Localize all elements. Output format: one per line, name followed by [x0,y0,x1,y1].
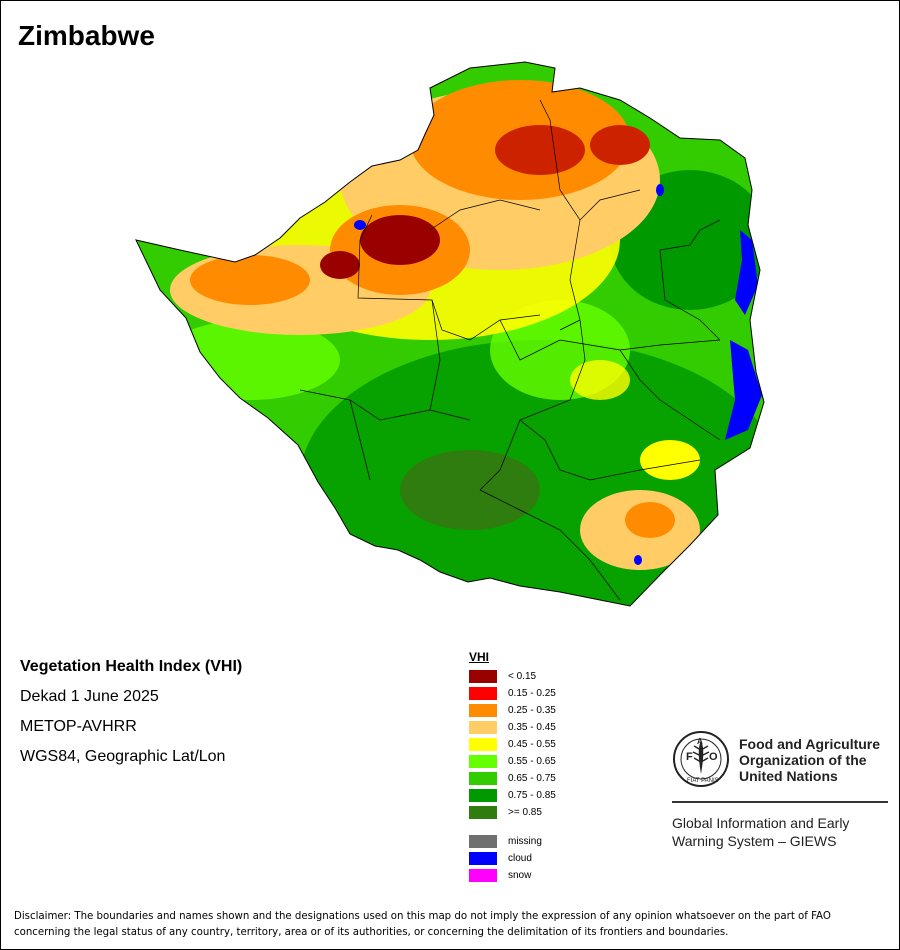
fao-logo-letter-a: A [697,737,703,746]
legend-label: missing [508,836,542,847]
product-name: Vegetation Health Index (VHI) [20,658,243,675]
legend-swatch [469,806,497,819]
disclaimer: Disclaimer: The boundaries and names sho… [14,911,831,938]
projection-label: WGS84, Geographic Lat/Lon [20,748,226,765]
legend-swatch [469,772,497,785]
fao-logo-motto: FIAT PANIS [687,778,719,784]
fao-name: Food and Agriculture Organization of the… [739,736,889,784]
fao-logo-icon: F A O FIAT PANIS [673,731,729,787]
legend-label: snow [508,870,532,881]
legend-swatch [469,704,497,717]
legend-swatch [469,687,497,700]
legend-title: VHI [469,650,490,664]
legend-swatch [469,869,497,882]
legend-swatch [469,852,497,865]
vhi-legend: VHI < 0.15 0.15 - 0.25 0.25 - 0.35 0.35 - 0… [469,650,556,882]
fao-block: F A O FIAT PANIS Food and Agriculture Or… [672,730,888,850]
legend-label: 0.35 - 0.45 [508,722,556,733]
legend-label: 0.55 - 0.65 [508,756,556,767]
giews-line1: Global Information and Early [672,815,850,831]
map-info: Vegetation Health Index (VHI) Dekad 1 Ju… [20,656,242,776]
legend-label: 0.15 - 0.25 [508,688,556,699]
divider [672,801,888,803]
vhi-map [135,61,765,607]
legend-swatch [469,738,497,751]
fao-name-line2: Organization of the [739,752,867,768]
fao-logo-letter-f: F [686,751,693,763]
country-outline [135,61,765,607]
legend-label: 0.65 - 0.75 [508,773,556,784]
legend-swatch [469,721,497,734]
sensor-label: METOP-AVHRR [20,718,137,735]
legend-swatch [469,789,497,802]
legend-label: 0.75 - 0.85 [508,790,556,801]
legend-label: 0.45 - 0.55 [508,739,556,750]
fao-logo-letter-o: O [709,751,718,763]
vhi-raster [136,62,764,606]
giews-line2: Warning System – GIEWS [672,833,837,849]
map-title: Zimbabwe [18,20,155,51]
period-label: Dekad 1 June 2025 [20,688,159,705]
legend-label: 0.25 - 0.35 [508,705,556,716]
legend-swatch [469,755,497,768]
legend-swatch [469,670,497,683]
legend-label: < 0.15 [508,671,537,682]
fao-name-line1: Food and Agriculture [739,736,881,752]
giews-label: Global Information and Early Warning Sys… [672,814,888,850]
province-boundaries [299,99,721,601]
legend-label: cloud [508,853,532,864]
fao-name-line3: United Nations [739,768,838,784]
legend-swatch [469,835,497,848]
legend-label: >= 0.85 [508,807,542,818]
